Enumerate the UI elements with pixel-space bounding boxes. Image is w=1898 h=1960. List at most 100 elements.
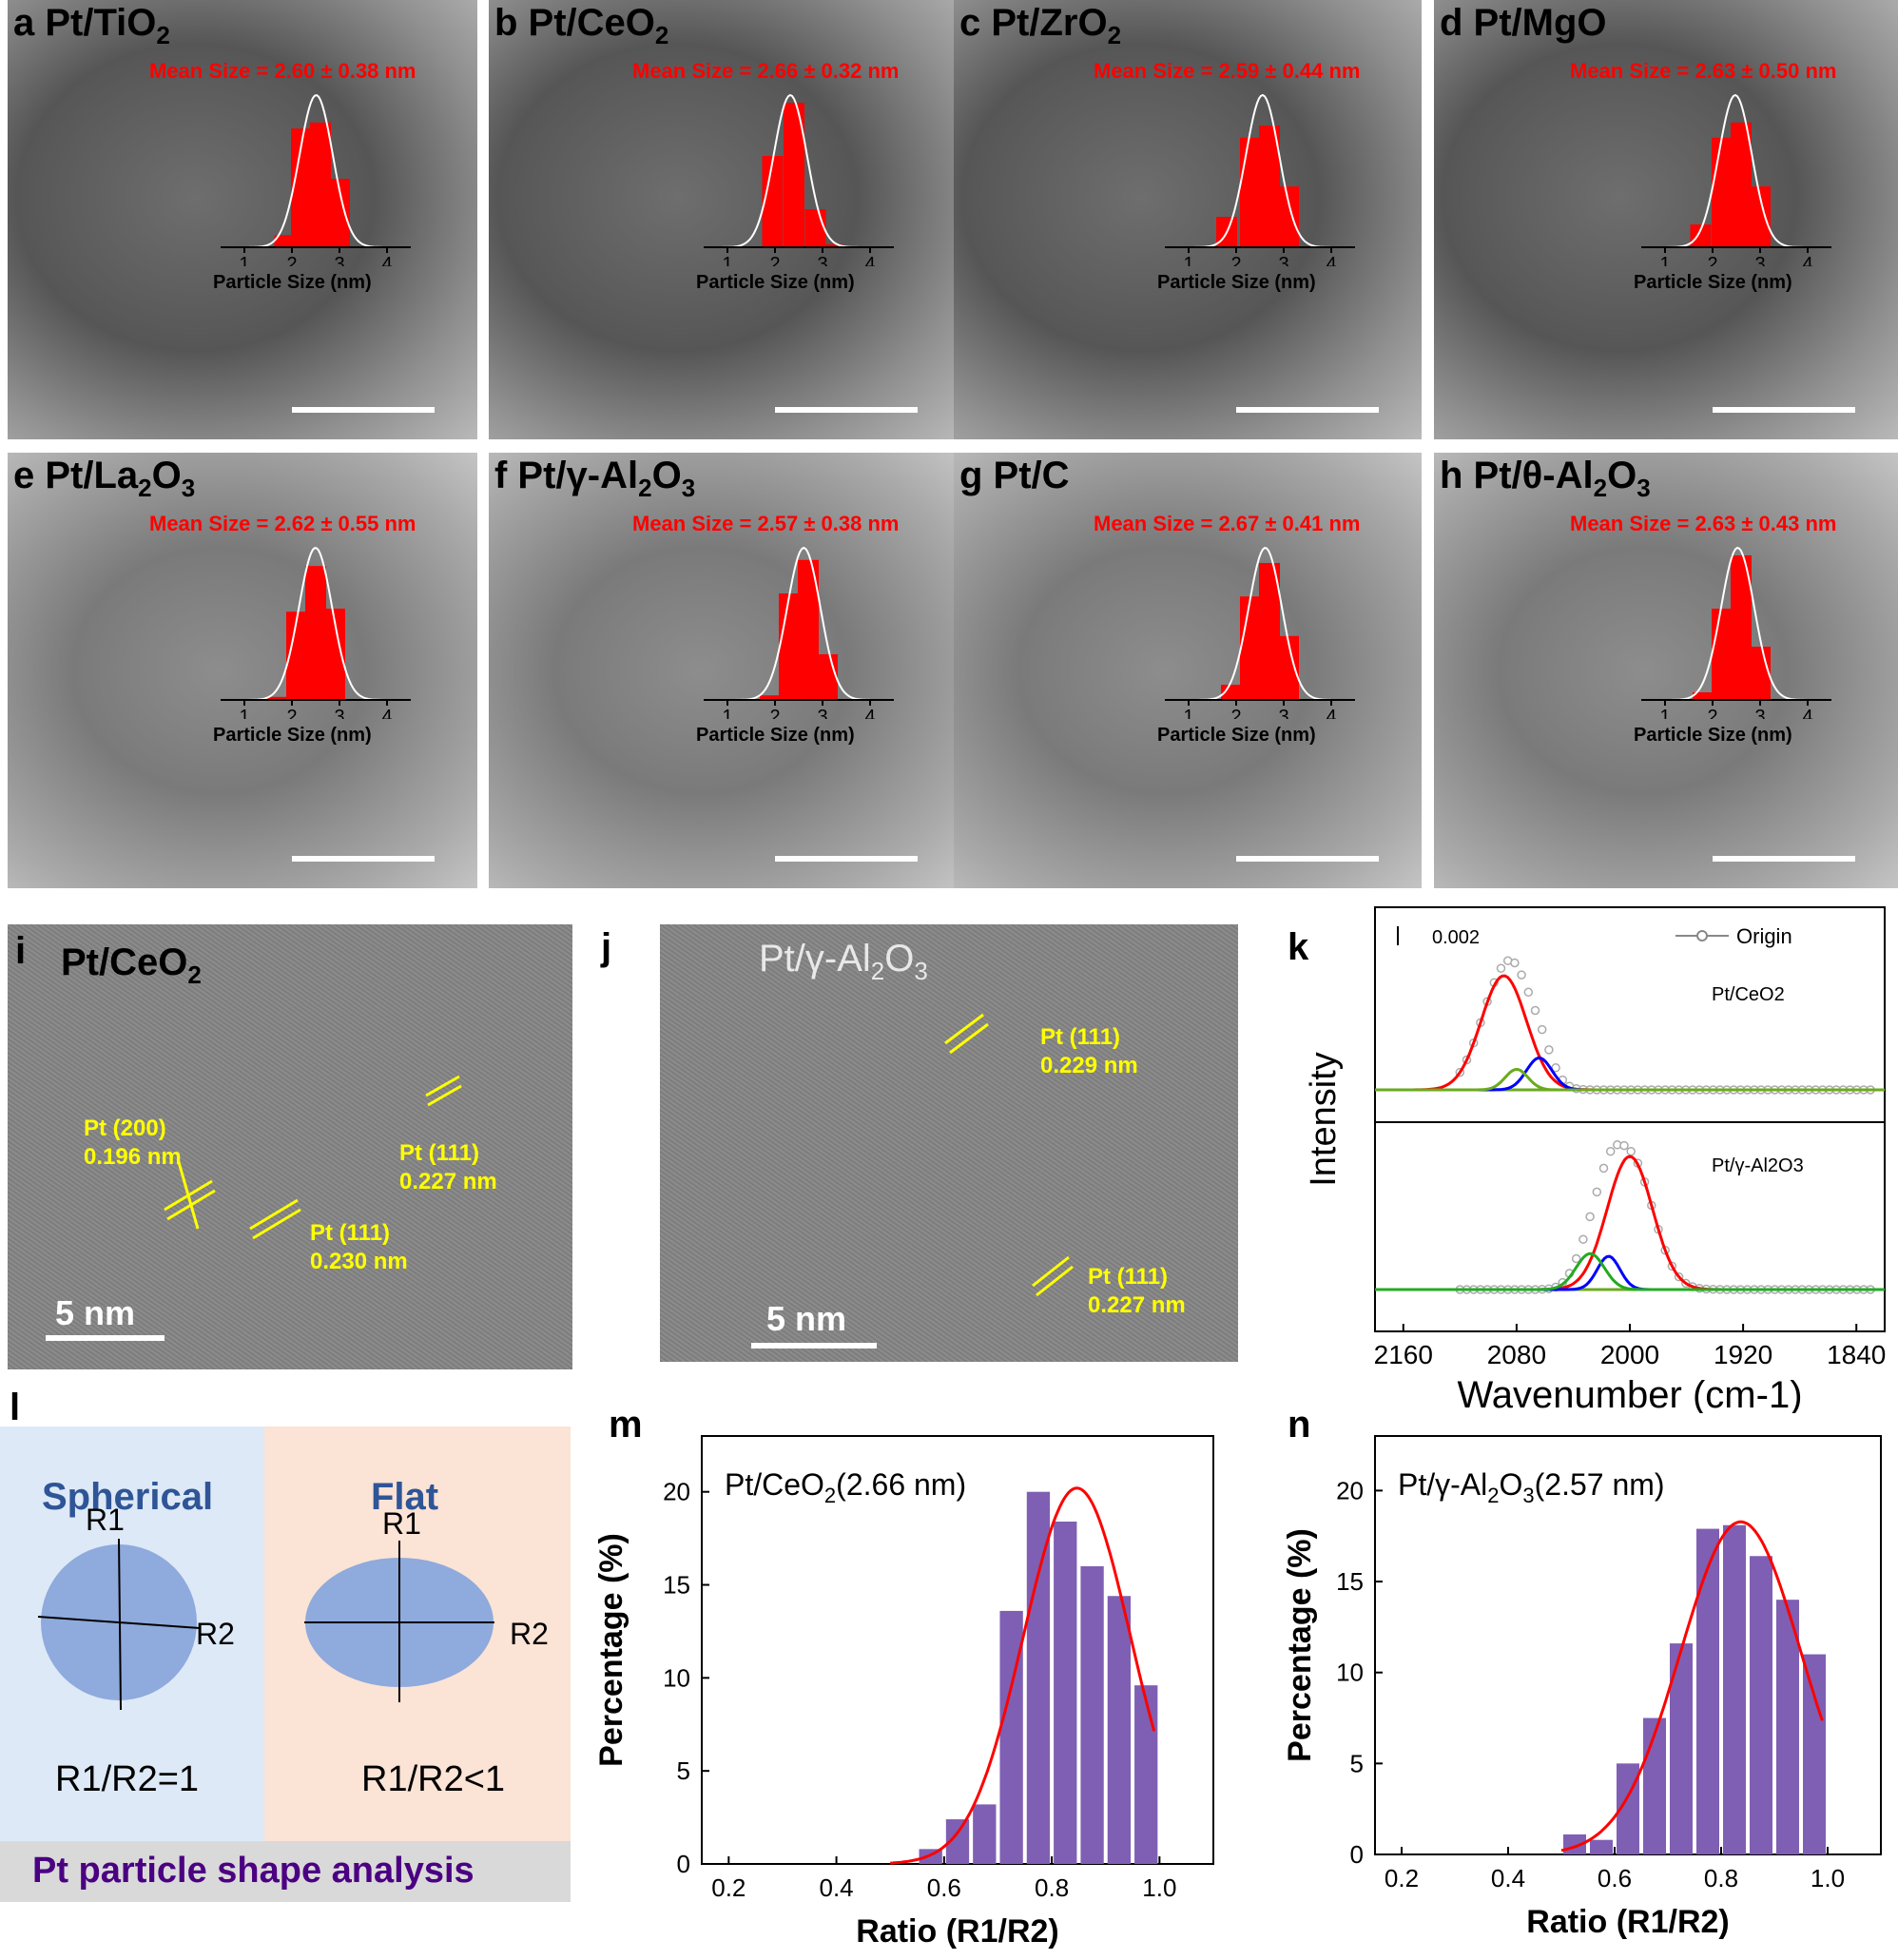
size-histogram: 1 2 3 4	[1641, 546, 1831, 719]
r1-label: R1	[382, 1506, 421, 1541]
tem-panel-title: f Pt/γ-Al2O3	[494, 455, 696, 502]
data-point	[1585, 1212, 1595, 1222]
scale-bar	[775, 407, 918, 413]
scale-label: 5 nm	[766, 1299, 847, 1338]
tem-panel-f: f Pt/γ-Al2O3 Mean Size = 2.57 ± 0.38 nm 1 2…	[489, 453, 960, 888]
fit-curve	[890, 1486, 1156, 1865]
histogram-bar	[1221, 685, 1242, 700]
histogram-bar	[1776, 1600, 1799, 1854]
data-point	[1544, 1045, 1554, 1055]
x-tick-label: 3	[1278, 254, 1288, 266]
legend-marker	[1696, 930, 1708, 941]
x-tick-label: 0.6	[1598, 1864, 1632, 1892]
lattice-markers	[944, 1013, 1074, 1297]
data-point	[1626, 1146, 1636, 1156]
histogram-bar	[760, 695, 781, 700]
y-tick-label: 5	[677, 1756, 690, 1785]
mean-size-label: Mean Size = 2.59 ± 0.44 nm	[1094, 59, 1361, 83]
y-tick-label: 5	[1350, 1749, 1364, 1777]
x-tick-label: 3	[1754, 254, 1765, 266]
x-tick-label: 1	[1659, 707, 1670, 719]
scale-label: 5 nm	[55, 1293, 136, 1332]
ftir-chart: 2160 2080 2000 1920 1840 Intensity Wavenumber …	[1304, 906, 1886, 1413]
histogram-bar	[804, 209, 826, 247]
tem-panel-title: h Pt/θ-Al2O3	[1440, 455, 1651, 502]
data-point	[1551, 1063, 1560, 1073]
x-axis-label: Wavenumber (cm-1)	[1457, 1374, 1802, 1413]
histogram-bar	[324, 609, 345, 700]
histogram-bar	[1590, 1839, 1613, 1854]
panel-letter-j: j	[601, 926, 612, 968]
x-tick-label: 1	[1659, 254, 1670, 266]
x-tick-label: 4	[1326, 707, 1336, 719]
histogram-bar	[1134, 1685, 1158, 1864]
tem-panel-g: g Pt/C Mean Size = 2.67 ± 0.41 nm 1 2 3 4 Part…	[954, 453, 1422, 888]
histogram-bar	[310, 122, 331, 247]
histogram-bar	[1723, 1524, 1746, 1854]
histogram-xlabel: Particle Size (nm)	[213, 725, 372, 746]
x-tick-label: 2	[1707, 707, 1717, 719]
histogram-bar	[305, 566, 326, 700]
x-tick-label: 4	[1802, 707, 1812, 719]
r2-label: R2	[510, 1617, 549, 1651]
size-histogram: 1 2 3 4	[1165, 93, 1355, 266]
x-tick-label: 2	[769, 254, 780, 266]
histogram-bar	[1803, 1654, 1826, 1854]
x-tick-label: 3	[817, 254, 827, 266]
y-tick-label: 20	[1336, 1476, 1364, 1504]
data-point	[1598, 1163, 1609, 1174]
x-tick-label: 1.0	[1811, 1864, 1845, 1892]
x-tick-label: 4	[381, 254, 392, 266]
intensity-scale-label: 0.002	[1432, 927, 1480, 948]
footer-bar	[0, 1841, 571, 1902]
scale-bar	[292, 407, 435, 413]
tem-panel-e: e Pt/La2O3 Mean Size = 2.62 ± 0.55 nm 1 2 3 4…	[8, 453, 477, 888]
y-tick-label: 0	[677, 1850, 690, 1878]
x-tick-label: 1	[239, 707, 249, 719]
histogram-bar	[267, 696, 288, 700]
chart-title: Pt/CeO2(2.66 nm)	[725, 1467, 966, 1507]
hrtem-panel-j: Pt/γ-Al2O3 Pt (111) 0.229 nm Pt (111) 0.…	[660, 924, 1238, 1362]
y-tick-label: 0	[1350, 1840, 1364, 1869]
lattice-annotation: Pt (111) 0.227 nm	[1088, 1264, 1186, 1318]
histogram-bar	[1693, 692, 1714, 700]
data-point	[1592, 1187, 1602, 1197]
tem-panel-title: b Pt/CeO2	[494, 2, 669, 49]
tem-panel-h: h Pt/θ-Al2O3 Mean Size = 2.63 ± 0.43 nm 1 2…	[1434, 453, 1898, 888]
histogram-bar	[762, 156, 784, 247]
x-tick-label: 1	[1183, 254, 1193, 266]
mean-size-label: Mean Size = 2.63 ± 0.50 nm	[1570, 59, 1837, 83]
lattice-annotation: Pt (111) 0.230 nm	[310, 1220, 408, 1274]
data-point	[1578, 1234, 1588, 1244]
mean-size-label: Mean Size = 2.67 ± 0.41 nm	[1094, 512, 1361, 535]
x-axis-label: Ratio (R1/R2)	[856, 1913, 1058, 1950]
hrtem-j-title: Pt/γ-Al2O3	[759, 938, 928, 985]
histogram-bar	[1750, 647, 1771, 700]
x-tick-label: 3	[1278, 707, 1288, 719]
tem-panel-title: a Pt/TiO2	[13, 2, 170, 49]
scale-bar	[292, 856, 435, 862]
y-axis-label: Percentage (%)	[1284, 1528, 1318, 1762]
size-histogram: 1 2 3 4	[1641, 93, 1831, 266]
x-tick-label: 2160	[1374, 1340, 1433, 1369]
histogram-bar	[1107, 1596, 1132, 1864]
data-point	[1605, 1146, 1616, 1156]
r1-label: R1	[86, 1503, 125, 1537]
lattice-markers	[164, 1075, 462, 1240]
x-tick-label: 2	[1230, 707, 1241, 719]
chart-title: Pt/γ-Al2O3(2.57 nm)	[1398, 1467, 1665, 1507]
mean-size-label: Mean Size = 2.63 ± 0.43 nm	[1570, 512, 1837, 535]
histogram-bar	[1690, 224, 1712, 247]
x-tick-label: 4	[864, 254, 875, 266]
scale-bar	[1236, 407, 1379, 413]
x-tick-label: 3	[1754, 707, 1765, 719]
tem-panel-title: g Pt/C	[959, 455, 1070, 496]
scale-bar	[1713, 407, 1855, 413]
x-tick-label: 0.6	[927, 1873, 961, 1902]
histogram-bar	[1278, 635, 1299, 700]
x-tick-label: 2	[1230, 254, 1241, 266]
size-histogram: 1 2 3 4	[704, 546, 894, 719]
histogram-bar	[1240, 137, 1261, 247]
histogram-xlabel: Particle Size (nm)	[1634, 725, 1792, 746]
lattice-annotation: Pt (111) 0.227 nm	[399, 1140, 497, 1194]
